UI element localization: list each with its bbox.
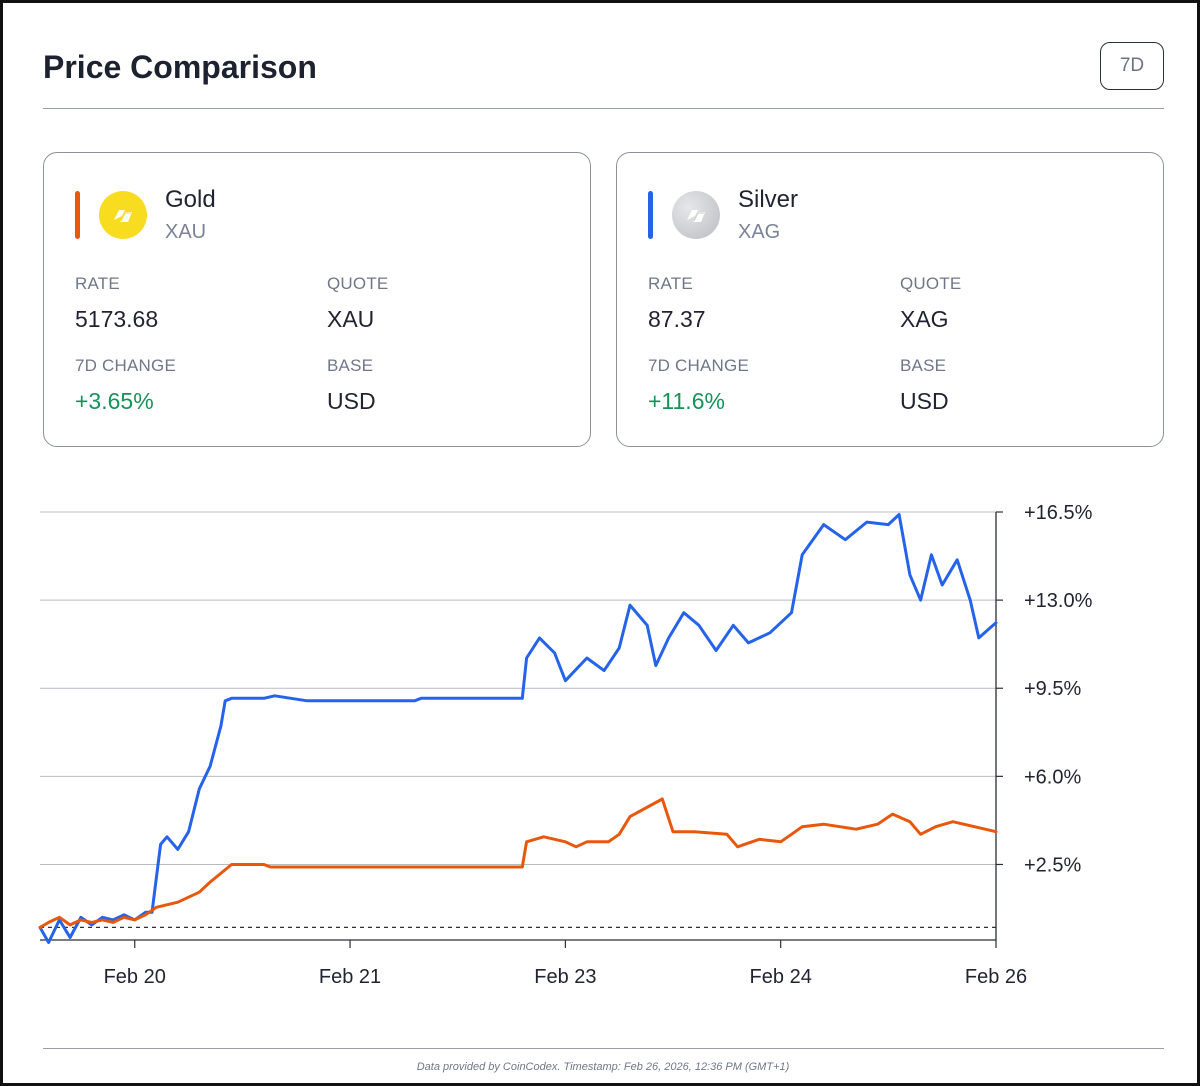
widget-header: Price Comparison 7D	[43, 39, 1164, 109]
asset-card-gold: Gold XAU RATE 5173.68 QUOTE XAU 7D CHANG…	[43, 152, 591, 447]
series-color-indicator	[75, 191, 80, 239]
rate-value: 5173.68	[75, 306, 159, 332]
rate-label: RATE	[648, 274, 693, 293]
change-label: 7D CHANGE	[648, 356, 749, 375]
quote-label: QUOTE	[327, 274, 389, 293]
asset-symbol: XAG	[738, 221, 781, 243]
period-selector-button[interactable]: 7D	[1100, 42, 1164, 90]
silver-bars-icon	[672, 191, 720, 239]
gold-bars-icon	[99, 191, 147, 239]
footer-divider	[43, 1048, 1164, 1049]
base-label: BASE	[900, 356, 947, 375]
asset-card-silver: Silver XAG RATE 87.37 QUOTE XAG 7D CHANG…	[616, 152, 1164, 447]
data-attribution: Data provided by CoinCodex. Timestamp: F…	[416, 1061, 790, 1073]
rate-value: 87.37	[648, 306, 706, 332]
series-color-indicator	[648, 191, 653, 239]
change-value: +11.6%	[648, 388, 725, 414]
rate-label: RATE	[75, 274, 120, 293]
base-value: USD	[327, 388, 376, 414]
base-label: BASE	[327, 356, 374, 375]
quote-value: XAG	[900, 306, 949, 332]
quote-value: XAU	[327, 306, 375, 332]
change-value: +3.65%	[75, 388, 154, 414]
quote-label: QUOTE	[900, 274, 962, 293]
asset-name: Silver	[738, 186, 799, 213]
change-label: 7D CHANGE	[75, 356, 176, 375]
base-value: USD	[900, 388, 949, 414]
asset-symbol: XAU	[165, 221, 207, 243]
asset-name: Gold	[165, 186, 216, 213]
page-title: Price Comparison	[43, 49, 317, 85]
